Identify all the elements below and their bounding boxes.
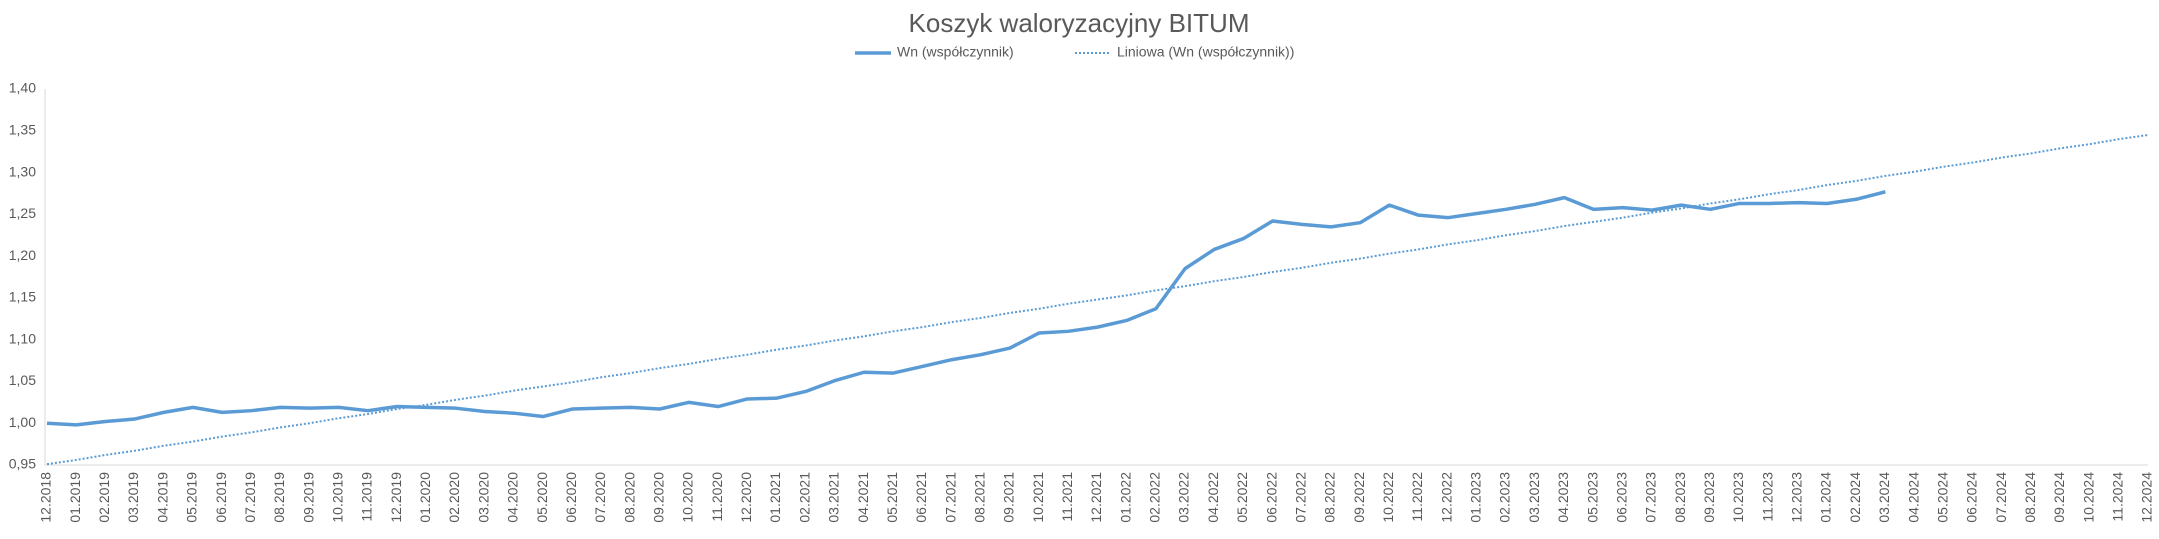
legend-label: Wn (współczynnik) xyxy=(897,44,1014,60)
x-tick-label: 01.2023 xyxy=(1468,472,1484,523)
x-tick-label: 05.2024 xyxy=(1934,472,1950,523)
x-tick-label: 03.2019 xyxy=(125,472,141,523)
x-tick-label: 06.2023 xyxy=(1613,472,1629,523)
x-tick-label: 05.2022 xyxy=(1234,472,1250,523)
x-tick-label: 06.2019 xyxy=(213,472,229,523)
x-tick-label: 05.2023 xyxy=(1584,472,1600,523)
x-tick-label: 09.2022 xyxy=(1351,472,1367,523)
x-tick-label: 09.2021 xyxy=(1001,472,1017,523)
x-tick-label: 08.2022 xyxy=(1322,472,1338,523)
x-tick-label: 11.2020 xyxy=(709,472,725,522)
x-tick-label: 05.2020 xyxy=(534,472,550,523)
y-tick-label: 1,00 xyxy=(9,414,36,430)
x-tick-label: 12.2024 xyxy=(2139,472,2155,523)
x-tick-label: 11.2024 xyxy=(2110,472,2126,522)
y-tick-label: 1,10 xyxy=(9,330,36,346)
x-tick-label: 06.2022 xyxy=(1263,472,1279,523)
x-tick-label: 05.2019 xyxy=(184,472,200,523)
x-tick-label: 08.2024 xyxy=(2022,472,2038,523)
x-tick-label: 07.2019 xyxy=(242,472,258,523)
x-tick-label: 10.2019 xyxy=(330,472,346,523)
x-tick-label: 03.2021 xyxy=(826,472,842,523)
x-tick-label: 06.2024 xyxy=(1964,472,1980,523)
x-tick-label: 07.2022 xyxy=(1292,472,1308,523)
legend-label: Liniowa (Wn (współczynnik)) xyxy=(1117,44,1294,60)
x-tick-label: 12.2018 xyxy=(38,472,54,523)
x-tick-label: 01.2022 xyxy=(1117,472,1133,523)
x-tick-label: 12.2021 xyxy=(1088,472,1104,523)
x-tick-label: 02.2023 xyxy=(1497,472,1513,523)
x-tick-label: 01.2019 xyxy=(67,472,83,523)
x-tick-label: 07.2023 xyxy=(1643,472,1659,523)
x-tick-label: 08.2020 xyxy=(621,472,637,523)
y-tick-label: 1,40 xyxy=(9,80,36,96)
y-tick-label: 1,05 xyxy=(9,372,36,388)
y-tick-label: 0,95 xyxy=(9,456,36,472)
x-tick-label: 10.2022 xyxy=(1380,472,1396,523)
x-tick-label: 10.2021 xyxy=(1030,472,1046,523)
y-tick-label: 1,25 xyxy=(9,205,36,221)
series-line xyxy=(46,133,2149,466)
x-tick-label: 04.2021 xyxy=(855,472,871,523)
x-tick-label: 03.2020 xyxy=(475,472,491,523)
chart-title: Koszyk waloryzacyjny BITUM xyxy=(909,8,1250,38)
x-tick-label: 09.2019 xyxy=(300,472,316,523)
x-tick-label: 12.2020 xyxy=(738,472,754,523)
x-tick-label: 12.2019 xyxy=(388,472,404,523)
x-tick-label: 11.2023 xyxy=(1759,472,1775,522)
x-tick-label: 04.2022 xyxy=(1205,472,1221,523)
x-tick-label: 04.2024 xyxy=(1905,472,1921,523)
x-tick-label: 03.2022 xyxy=(1176,472,1192,523)
x-tick-label: 09.2023 xyxy=(1701,472,1717,523)
x-tick-label: 07.2020 xyxy=(592,472,608,523)
x-tick-label: 02.2021 xyxy=(796,472,812,523)
x-tick-label: 01.2020 xyxy=(417,472,433,523)
x-tick-label: 10.2020 xyxy=(680,472,696,523)
x-tick-label: 12.2023 xyxy=(1789,472,1805,523)
x-tick-label: 02.2020 xyxy=(446,472,462,523)
x-tick-label: 04.2019 xyxy=(154,472,170,523)
x-tick-label: 04.2023 xyxy=(1555,472,1571,523)
x-tick-label: 05.2021 xyxy=(884,472,900,523)
x-tick-label: 09.2020 xyxy=(650,472,666,523)
x-tick-label: 01.2024 xyxy=(1818,472,1834,523)
x-tick-label: 02.2019 xyxy=(96,472,112,523)
x-tick-label: 07.2024 xyxy=(1993,472,2009,523)
x-tick-label: 03.2023 xyxy=(1526,472,1542,523)
x-tick-label: 07.2021 xyxy=(942,472,958,523)
x-tick-label: 12.2022 xyxy=(1438,472,1454,523)
x-tick-label: 08.2021 xyxy=(971,472,987,523)
x-tick-label: 08.2023 xyxy=(1672,472,1688,523)
y-tick-label: 1,35 xyxy=(9,121,36,137)
x-tick-label: 06.2020 xyxy=(563,472,579,523)
x-tick-label: 11.2022 xyxy=(1409,472,1425,522)
x-tick-label: 10.2024 xyxy=(2080,472,2096,523)
x-tick-label: 01.2021 xyxy=(767,472,783,523)
x-tick-label: 02.2022 xyxy=(1147,472,1163,523)
x-tick-label: 09.2024 xyxy=(2051,472,2067,523)
y-tick-label: 1,20 xyxy=(9,247,36,263)
y-tick-label: 1,15 xyxy=(9,289,36,305)
series-line xyxy=(46,190,1886,427)
x-tick-label: 11.2021 xyxy=(1059,472,1075,522)
x-tick-label: 04.2020 xyxy=(505,472,521,523)
x-tick-label: 08.2019 xyxy=(271,472,287,523)
x-tick-label: 02.2024 xyxy=(1847,472,1863,523)
y-tick-label: 1,30 xyxy=(9,163,36,179)
x-tick-label: 06.2021 xyxy=(913,472,929,523)
x-tick-label: 10.2023 xyxy=(1730,472,1746,523)
x-tick-label: 11.2019 xyxy=(359,472,375,522)
x-tick-label: 03.2024 xyxy=(1876,472,1892,523)
